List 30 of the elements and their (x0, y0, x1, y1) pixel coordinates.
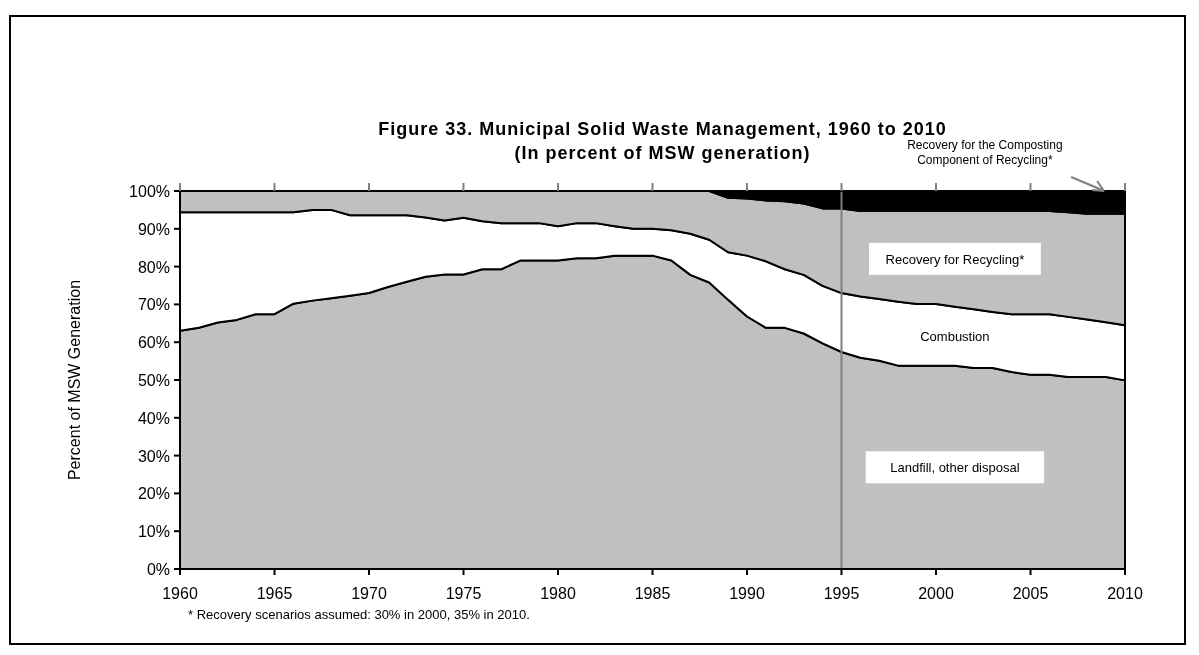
y-tick-label: 60% (137, 334, 170, 352)
x-tick-label: 1990 (729, 585, 765, 602)
x-tick-label: 1960 (162, 585, 198, 602)
series-label: Recovery for the Composting Component of Recycling* (907, 138, 1063, 167)
x-tick-label: 1970 (351, 585, 387, 602)
y-tick-label: 70% (137, 296, 170, 314)
chart-subtitle: (In percent of MSW generation) (514, 143, 811, 163)
y-tick-label: 80% (137, 258, 170, 276)
y-tick-label: 100% (129, 183, 170, 200)
series-label: Combustion (920, 329, 990, 345)
text: * Recovery scenarios assumed: 30% in 2000, 35% in 2010. (188, 607, 530, 622)
chart-title: Figure 33. Municipal Solid Waste Management, 1960 to 2010 (378, 119, 947, 139)
y-tick-label: 20% (137, 485, 170, 503)
x-tick-label: 2000 (918, 585, 954, 602)
y-tick-label: 50% (137, 372, 170, 389)
x-tick-label: 1985 (634, 585, 671, 602)
series-label: Recovery for Recycling* (885, 251, 1025, 267)
x-tick-label: 1965 (256, 585, 293, 602)
series-label: Landfill, other disposal (890, 460, 1020, 476)
y-axis-title: Percent of MSW Generation (66, 279, 83, 481)
x-tick-label: 1995 (823, 585, 860, 602)
y-tick-label: 0% (146, 561, 170, 578)
x-tick-label: 2005 (1012, 585, 1049, 602)
y-tick-label: 90% (137, 220, 170, 238)
x-tick-label: 1975 (445, 585, 482, 602)
x-tick-label: 1980 (540, 585, 576, 602)
y-tick-label: 10% (137, 523, 170, 541)
x-tick-label: 2010 (1107, 585, 1143, 602)
y-tick-label: 40% (137, 409, 170, 427)
y-tick-label: 30% (137, 447, 170, 465)
